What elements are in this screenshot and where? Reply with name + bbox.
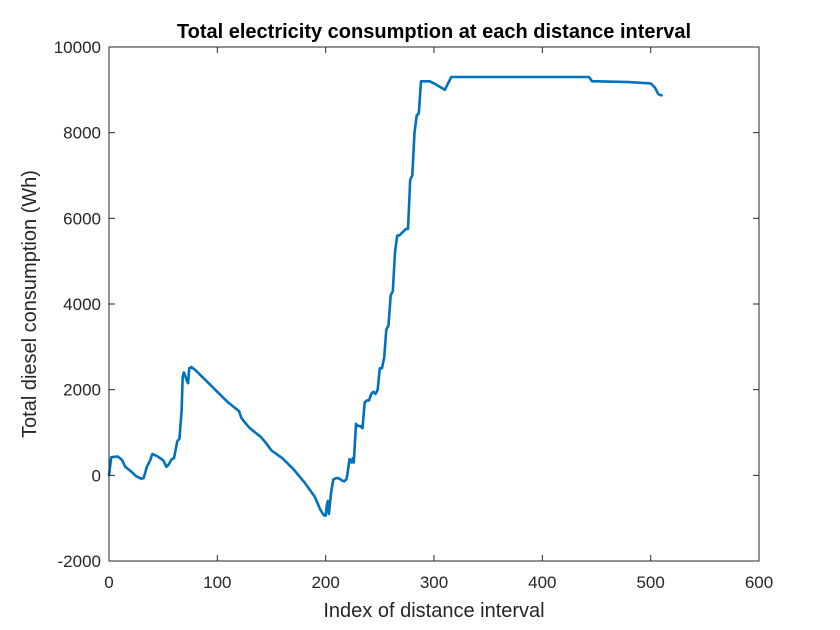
x-tick-label: 500	[636, 573, 664, 592]
y-tick-label: -2000	[58, 552, 101, 571]
plot-area-frame	[108, 46, 760, 562]
x-axis-label: Index of distance interval	[323, 600, 544, 622]
y-tick-label: 8000	[63, 124, 101, 143]
y-tick-label: 0	[92, 466, 101, 485]
plot-area-background	[109, 47, 759, 561]
y-tick-label: 6000	[63, 209, 101, 228]
tick-labels: 0 100 200 300 400 500 600-20000200040006000800…	[54, 38, 773, 592]
y-axis-label: Total diesel consumption (Wh)	[19, 170, 41, 438]
x-tick-label: 100	[203, 573, 231, 592]
y-tick-label: 2000	[63, 381, 101, 400]
x-tick-label: 600	[745, 573, 773, 592]
series-line	[107, 75, 663, 517]
x-tick-label: 200	[311, 573, 339, 592]
x-tick-label: 300	[420, 573, 448, 592]
chart-title: Total electricity consumption at each di…	[177, 21, 691, 43]
x-tick-label: 400	[528, 573, 556, 592]
x-tick-label: 0	[104, 573, 113, 592]
y-tick-label: 10000	[54, 38, 101, 57]
y-tick-label: 4000	[63, 295, 101, 314]
